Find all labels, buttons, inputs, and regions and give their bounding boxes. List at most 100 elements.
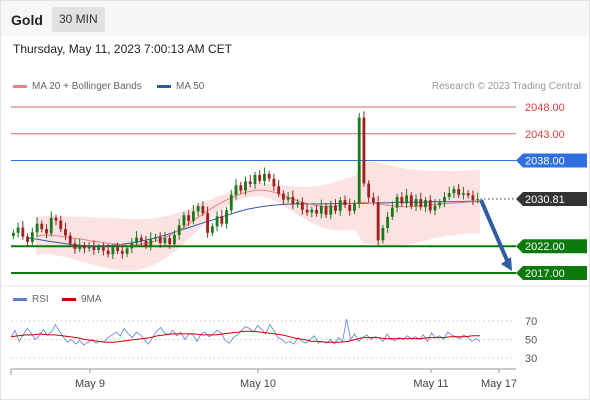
candle-body [300, 202, 304, 210]
candle-body [234, 185, 238, 195]
candle-body [149, 238, 153, 246]
legend-ma50-label: MA 50 [176, 81, 205, 92]
candle-body [177, 225, 181, 235]
candle-body [130, 243, 134, 249]
legend-9ma: 9MA [62, 294, 102, 305]
candle-body [471, 195, 475, 201]
ma9-swatch [62, 297, 76, 301]
candle-body [253, 175, 257, 185]
level-tag-2 [516, 153, 587, 168]
candle-body [248, 181, 252, 185]
candle-body [286, 196, 290, 200]
candle-body [267, 173, 271, 179]
candle-body [11, 232, 15, 237]
candle-body [281, 193, 285, 200]
candle-body [54, 217, 58, 221]
candle-body [395, 196, 399, 208]
rsi-line [10, 319, 481, 346]
timeframe-badge[interactable]: 30 MIN [52, 7, 105, 32]
candle-body [83, 245, 86, 249]
legend-ma20-label: MA 20 + Bollinger Bands [32, 81, 142, 92]
candle-body [343, 200, 347, 205]
candle-body [163, 238, 167, 244]
legend-9ma-label: 9MA [81, 294, 102, 305]
candle-body [357, 117, 361, 204]
timestamp: Thursday, May 11, 2023 7:00:13 AM CET [13, 42, 232, 56]
candle-body [381, 228, 385, 241]
candle-body [139, 237, 143, 241]
ma20-swatch [13, 84, 27, 88]
candle-body [419, 199, 423, 208]
forecast-arrow-head [501, 257, 512, 271]
candle-body [315, 209, 318, 214]
candle-body [329, 205, 333, 215]
candle-body [92, 246, 96, 250]
symbol-title: Gold [11, 12, 43, 28]
candle-body [191, 211, 195, 222]
candle-body [353, 203, 356, 211]
candle-body [215, 216, 219, 227]
candle-body [111, 247, 115, 255]
candle-body [35, 223, 39, 233]
level-last-3: 2030.81 [480, 192, 587, 207]
rsi-9ma-line [10, 330, 480, 343]
candle-body [466, 193, 470, 196]
rsi-tick-label: 70 [525, 316, 537, 328]
candle-body [244, 181, 247, 191]
candle-body [367, 183, 371, 198]
time-label-3: May 17 [481, 378, 517, 390]
candle-body [334, 205, 337, 211]
candle-body [452, 188, 456, 194]
candle-body [400, 196, 404, 204]
ma50-line [25, 200, 480, 247]
candle-body [277, 186, 281, 194]
candle-body [168, 238, 172, 245]
level-tag-5 [516, 266, 587, 280]
legend-ma20: MA 20 + Bollinger Bands [13, 81, 142, 92]
level-tag-3 [516, 192, 587, 207]
candle-body [173, 234, 176, 245]
level-label-5: 2017.00 [525, 268, 565, 280]
candle-body [428, 200, 432, 211]
candle-body [49, 217, 53, 234]
candle-body [187, 215, 191, 222]
legend-ma50: MA 50 [157, 81, 204, 92]
candle-body [225, 210, 228, 224]
candle-body [135, 237, 138, 244]
candle-body [272, 178, 276, 187]
candle-body [348, 204, 352, 211]
level-pivot-2: 2038.00 [11, 153, 587, 168]
level-label-4: 2022.00 [525, 241, 565, 253]
candle-body [258, 175, 262, 181]
candle-body [64, 229, 67, 236]
legend-rsi-label: RSI [32, 294, 49, 305]
candle-body [101, 247, 105, 251]
candle-body [116, 247, 120, 252]
candle-body [310, 209, 314, 213]
time-label-1: May 10 [240, 378, 276, 390]
candle-body [338, 200, 342, 211]
candle-body [362, 117, 366, 184]
candle-body [405, 195, 408, 204]
candle-body [305, 209, 309, 213]
candle-body [78, 245, 82, 249]
candle-body [210, 226, 214, 233]
candle-body [158, 237, 162, 244]
candle-body [324, 206, 328, 215]
candle-body [447, 193, 451, 197]
candle-body [16, 227, 20, 233]
candle-body [424, 200, 427, 208]
candle-body [106, 250, 110, 255]
candle-body [97, 247, 101, 250]
candle-body [390, 207, 394, 217]
candle-body [476, 199, 480, 201]
bollinger-band [36, 161, 480, 271]
candle-body [182, 215, 186, 226]
candle-body [376, 202, 380, 241]
rsi-tick-label: 30 [525, 353, 537, 365]
candle-body [239, 185, 243, 191]
level-label-0: 2048.00 [525, 102, 565, 114]
candle-body [220, 216, 224, 224]
candle-body [68, 235, 72, 244]
ma50-swatch [157, 84, 171, 88]
